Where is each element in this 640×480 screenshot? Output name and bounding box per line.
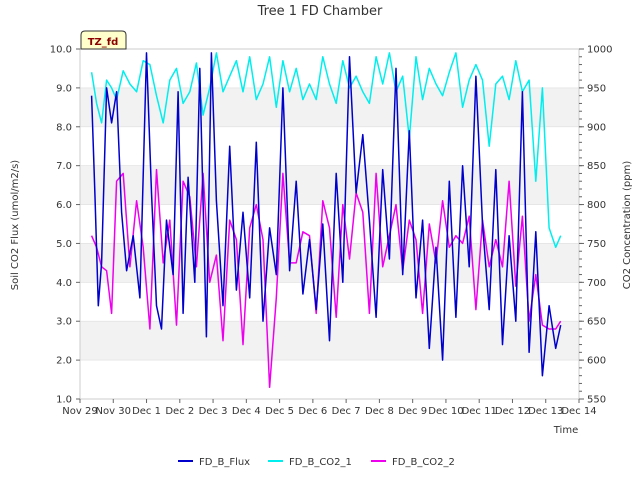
x-tick-label: Dec 1 (132, 406, 161, 417)
y-axis-left-title: Soil CO2 Flux (umol/m2/s) (10, 160, 21, 290)
left-axis: 1.0 2.0 3.0 4.0 5.0 6.0 7.0 8.0 9.0 10.0 (50, 45, 80, 406)
chart-title: Tree 1 FD Chamber (257, 4, 383, 19)
legend-label-co2-2: FD_B_CO2_2 (392, 457, 455, 468)
y-right-tick-label: 900 (587, 122, 606, 133)
y-right-tick-label: 950 (587, 83, 606, 94)
y-left-tick-label: 9.0 (56, 83, 72, 94)
x-tick-label: Dec 4 (232, 406, 261, 417)
y-left-tick-label: 10.0 (50, 45, 72, 56)
series-line-fd-b-flux (90, 52, 562, 377)
y-left-tick-label: 5.0 (56, 239, 72, 250)
x-tick-label: Nov 30 (96, 406, 131, 417)
legend: FD_B_Flux FD_B_CO2_1 FD_B_CO2_2 (178, 457, 455, 468)
y-axis-right-title: CO2 Concentration (ppm) (622, 161, 633, 290)
x-tick-label: Dec 8 (365, 406, 394, 417)
tz-badge: TZ_fd (80, 30, 127, 50)
y-left-tick-label: 4.0 (56, 278, 72, 289)
y-left-tick-label: 7.0 (56, 161, 72, 172)
x-tick-label: Dec 6 (298, 406, 327, 417)
x-axis-title: Time (553, 425, 578, 436)
y-right-tick-label: 650 (587, 317, 606, 328)
y-right-tick-label: 600 (587, 356, 606, 367)
x-tick-label: Dec 5 (265, 406, 294, 417)
x-tick-label: Dec 13 (528, 406, 563, 417)
x-tick-label: Dec 2 (165, 406, 194, 417)
y-left-tick-label: 1.0 (56, 395, 72, 406)
y-right-tick-label: 700 (587, 278, 606, 289)
legend-item-co2-2: FD_B_CO2_2 (371, 457, 455, 468)
x-tick-label: Dec 14 (561, 406, 596, 417)
legend-item-co2-1: FD_B_CO2_1 (268, 457, 352, 468)
y-right-tick-label: 850 (587, 161, 606, 172)
legend-item-flux: FD_B_Flux (178, 457, 250, 468)
series-layer (90, 52, 562, 389)
x-tick-label: Dec 7 (332, 406, 361, 417)
y-left-tick-label: 3.0 (56, 317, 72, 328)
x-tick-label: Dec 9 (398, 406, 427, 417)
x-tick-label: Dec 12 (495, 406, 530, 417)
y-right-tick-label: 800 (587, 200, 606, 211)
x-tick-label: Dec 11 (462, 406, 497, 417)
y-left-tick-label: 6.0 (56, 200, 72, 211)
x-tick-label: Nov 29 (62, 406, 97, 417)
x-tick-label: Dec 3 (199, 406, 228, 417)
plot-area (79, 48, 580, 400)
y-left-tick-label: 2.0 (56, 356, 72, 367)
x-tick-label: Dec 10 (428, 406, 463, 417)
right-axis: 550 600 650 700 750 800 850 900 950 1000 (579, 45, 612, 406)
y-right-tick-label: 750 (587, 239, 606, 250)
legend-label-co2-1: FD_B_CO2_1 (289, 457, 352, 468)
series-line-fd-b-co2-1 (90, 52, 562, 249)
legend-label-flux: FD_B_Flux (199, 457, 250, 468)
tz-badge-label: TZ_fd (88, 37, 119, 48)
y-right-tick-label: 1000 (587, 45, 612, 56)
y-left-tick-label: 8.0 (56, 122, 72, 133)
background-band (80, 87, 579, 127)
y-right-tick-label: 550 (587, 395, 606, 406)
